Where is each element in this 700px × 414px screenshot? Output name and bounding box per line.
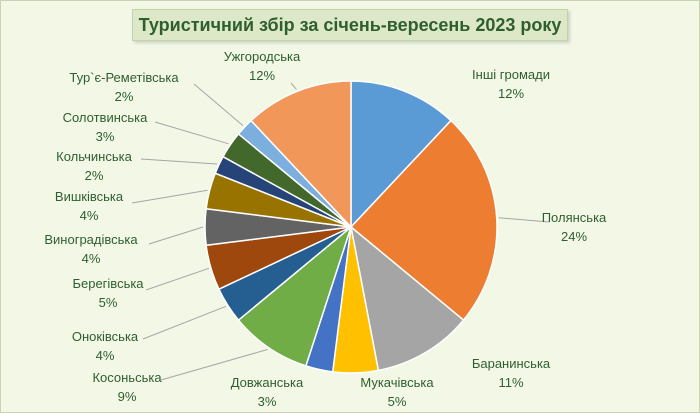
leader-line-2 — [498, 217, 550, 223]
leader-line-13 — [193, 83, 244, 127]
slice-label-percent-2: 24% — [561, 229, 587, 244]
slice-label-percent-12: 3% — [96, 129, 115, 144]
slice-labels: Інші громади 12% Полянська 24% Баранинська 11… — [44, 49, 607, 409]
slice-label-name-8: Берегівська — [72, 276, 144, 291]
pie-slice-6 — [237, 224, 353, 367]
slice-label-percent-8: 5% — [99, 295, 118, 310]
slice-label-name-2: Полянська — [542, 210, 607, 225]
slice-label-percent-3: 11% — [498, 375, 523, 390]
pie-slice-3 — [349, 225, 465, 372]
pie-slice-2 — [349, 119, 498, 322]
slice-label-percent-10: 4% — [80, 208, 99, 223]
leader-line-7 — [142, 305, 227, 340]
slice-label-name-6: Косоньська — [92, 370, 162, 385]
slice-label-name-12: Солотвинська — [63, 110, 149, 125]
leader-line-10 — [131, 189, 208, 204]
leader-line-6 — [160, 348, 268, 381]
leader-line-11 — [140, 158, 218, 165]
slice-label-name-9: Виноградівська — [44, 232, 138, 247]
slice-label-name-10: Вишківська — [55, 189, 124, 204]
slice-label-percent-4: 5% — [388, 394, 407, 409]
leader-lines — [131, 82, 550, 381]
slice-label-name-4: Мукачівська — [360, 375, 434, 390]
slice-label-percent-14: 12% — [249, 68, 275, 83]
leader-line-8 — [145, 267, 210, 291]
slice-label-name-5: Довжанська — [231, 375, 304, 390]
slice-label-percent-5: 3% — [258, 394, 277, 409]
slice-label-percent-13: 2% — [115, 89, 134, 104]
leader-line-12 — [154, 121, 229, 145]
slice-label-percent-11: 2% — [85, 168, 104, 183]
slice-label-name-13: Тур`є-Реметівська — [69, 70, 179, 85]
leader-line-14 — [290, 82, 297, 90]
leader-line-9 — [148, 226, 204, 245]
slice-label-name-14: Ужгородська — [224, 49, 301, 64]
slice-label-percent-6: 9% — [118, 389, 137, 404]
slice-label-percent-1: 12% — [498, 86, 524, 101]
slice-label-percent-7: 4% — [96, 348, 115, 363]
slice-label-name-11: Кольчинська — [56, 149, 132, 164]
slice-label-percent-9: 4% — [82, 251, 101, 266]
slice-label-name-1: Інші громади — [472, 67, 550, 82]
pie-slice-14 — [249, 80, 352, 229]
slice-label-name-3: Баранинська — [472, 356, 551, 371]
pie-slice-1 — [350, 80, 453, 229]
pie-slices — [204, 80, 498, 374]
chart-title: Туристичний збір за січень-вересень 2023… — [132, 9, 568, 41]
slice-label-name-7: Оноківська — [72, 329, 139, 344]
